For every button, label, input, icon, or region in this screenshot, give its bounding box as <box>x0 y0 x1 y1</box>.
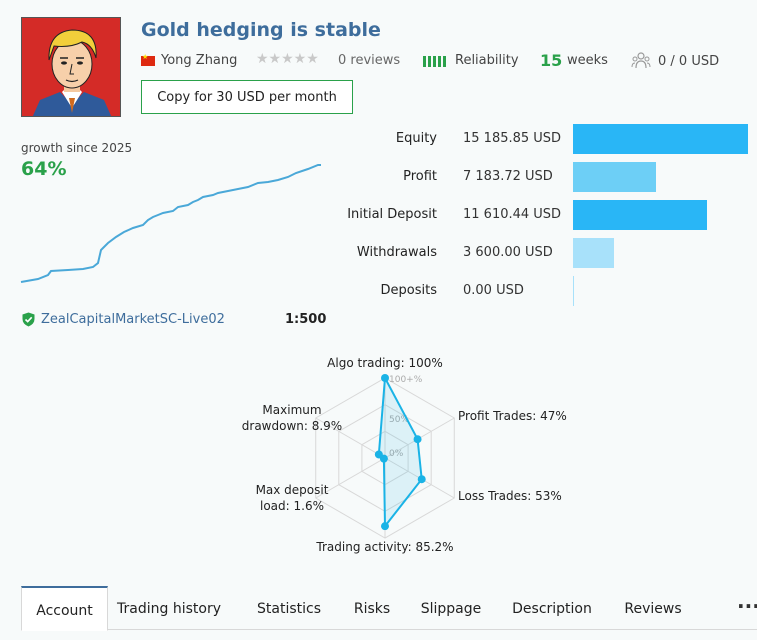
equity-value: 15 185.85 USD <box>463 131 562 146</box>
withdrawals-label: Withdrawals <box>356 245 437 260</box>
profit-bar <box>573 162 656 192</box>
radar-axis-line <box>315 457 386 499</box>
china-flag-icon <box>141 53 155 66</box>
reviews-count[interactable]: 0 reviews <box>338 53 401 68</box>
verified-shield-icon <box>22 312 35 327</box>
tab-statistics[interactable]: Statistics <box>257 601 321 617</box>
rating-stars-icon: ★★★★★ <box>256 51 319 67</box>
profit-value: 7 183.72 USD <box>463 169 553 184</box>
radar-point[interactable] <box>381 522 389 531</box>
radar-ring-label: 0% <box>389 449 404 459</box>
weeks-label: weeks <box>567 53 608 68</box>
radar-ring-label: 50% <box>389 415 409 425</box>
withdrawals-bar <box>573 238 615 268</box>
tab-trading-history[interactable]: Trading history <box>117 601 221 617</box>
radar-axis-label: Trading activity: 85.2% <box>315 540 453 554</box>
withdrawals-value: 3 600.00 USD <box>463 245 553 260</box>
more-tabs-icon[interactable]: ··· <box>737 594 757 618</box>
deposits-label: Deposits <box>380 283 437 298</box>
tab-bar: Reviews Description Slippage Risks Statistic… <box>21 586 757 631</box>
radar-value-shape <box>377 374 423 530</box>
radar-axis-label: Algo trading: 100% <box>327 356 443 370</box>
growth-label: growth since 2025 <box>21 141 133 155</box>
radar-axis-line <box>315 417 386 459</box>
radar-point[interactable] <box>381 374 389 382</box>
initial-deposit-value: 11 610.44 USD <box>463 207 562 222</box>
radar-point[interactable] <box>413 435 422 444</box>
reliability-bars-icon <box>423 56 446 67</box>
weeks-value: 15 <box>540 51 563 70</box>
growth-value: 64% <box>21 158 67 180</box>
tab-reviews[interactable]: Reviews <box>624 601 682 617</box>
subscribers-value: 0 / 0 USD <box>658 54 720 69</box>
profit-label: Profit <box>403 169 437 184</box>
radar-point[interactable] <box>417 475 426 484</box>
growth-line <box>20 164 321 283</box>
equity-label: Equity <box>395 131 437 146</box>
leverage-value: 1:500 <box>285 312 327 327</box>
deposits-value: 0.00 USD <box>463 283 524 298</box>
deposits-bar <box>573 276 574 306</box>
initial-deposit-label: Initial Deposit <box>347 207 437 222</box>
radar-axis-label: Max deposit load: 1.6% <box>256 483 329 513</box>
avatar[interactable] <box>21 17 121 117</box>
radar-chart: 100+% 50% 0% Algo trading: 100% Profit Trade… <box>242 356 567 554</box>
tab-risks[interactable]: Risks <box>353 601 391 617</box>
subscribers-icon <box>631 52 651 69</box>
signal-title: Gold hedging is stable <box>141 19 381 41</box>
reliability-label: Reliability <box>455 53 519 68</box>
initial-deposit-bar <box>573 200 707 230</box>
radar-ring-label: 100+% <box>389 375 423 385</box>
tab-slippage[interactable]: Slippage <box>420 601 482 617</box>
radar-point[interactable] <box>374 450 383 459</box>
growth-sparkline[interactable] <box>18 155 323 285</box>
author-name[interactable]: Yong Zhang <box>161 53 238 68</box>
radar-axis-label: Profit Trades: 47% <box>458 409 567 423</box>
tab-account[interactable]: Account <box>21 586 108 631</box>
radar-axis-label: Maximum drawdown: 8.9% <box>242 403 342 433</box>
tab-description[interactable]: Description <box>512 601 592 617</box>
broker-server-link[interactable]: ZealCapitalMarketSC-Live02 <box>41 312 225 327</box>
equity-bar <box>573 124 748 154</box>
radar-axis-label: Loss Trades: 53% <box>458 489 562 503</box>
copy-subscribe-button[interactable]: Copy for 30 USD per month <box>141 80 353 114</box>
